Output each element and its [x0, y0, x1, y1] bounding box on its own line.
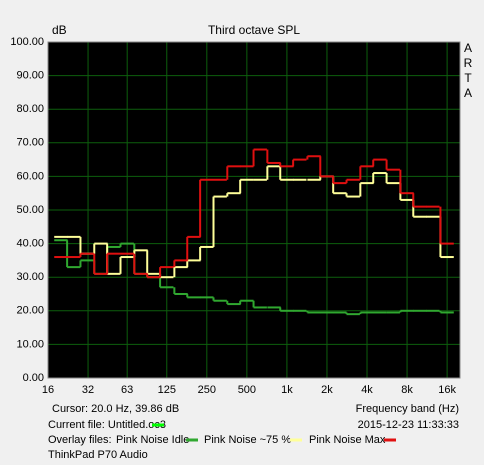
- brand-letter: A: [464, 41, 472, 55]
- y-tick-label: 10.00: [16, 338, 44, 350]
- plot-border: [47, 41, 461, 379]
- x-tick-label: 63: [121, 384, 133, 396]
- y-tick-label: 30.00: [16, 271, 44, 283]
- x-tick-label: 250: [198, 384, 216, 396]
- x-tick-label: 125: [158, 384, 176, 396]
- y-axis-label: dB: [52, 23, 67, 37]
- y-tick-label: 70.00: [16, 137, 44, 149]
- x-tick-label: 4k: [361, 384, 373, 396]
- brand-letter: A: [464, 86, 472, 100]
- cursor-readout: Cursor: 20.0 Hz, 39.86 dB: [52, 403, 179, 415]
- y-tick-label: 20.00: [16, 305, 44, 317]
- x-tick-label: 2k: [321, 384, 333, 396]
- x-tick-label: 500: [238, 384, 256, 396]
- y-tick-label: 50.00: [16, 204, 44, 216]
- chart-title: Third octave SPL: [208, 23, 300, 37]
- current-file: Current file: Untitled.oc3: [48, 419, 166, 431]
- y-tick-label: 40.00: [16, 238, 44, 250]
- x-tick-label: 1k: [281, 384, 293, 396]
- legend-label: Pink Noise Max: [309, 434, 386, 446]
- x-tick-label: 16: [42, 384, 54, 396]
- brand-letter: R: [464, 56, 473, 70]
- y-tick-label: 60.00: [16, 170, 44, 182]
- legend-label: Pink Noise Idle: [116, 434, 189, 446]
- timestamp: 2015-12-23 11:33:33: [358, 419, 459, 431]
- device-name: ThinkPad P70 Audio: [48, 449, 148, 461]
- legend-label: Pink Noise ~75 %: [204, 434, 291, 446]
- overlay-label: Overlay files:: [48, 434, 112, 446]
- x-axis-label: Frequency band (Hz): [356, 403, 459, 415]
- x-tick-label: 8k: [401, 384, 413, 396]
- brand-letter: T: [464, 71, 472, 85]
- y-tick-label: 100.00: [10, 36, 44, 48]
- y-tick-label: 90.00: [16, 70, 44, 82]
- x-tick-label: 32: [82, 384, 94, 396]
- x-tick-label: 16k: [438, 384, 456, 396]
- y-tick-label: 80.00: [16, 103, 44, 115]
- y-tick-label: 0.00: [23, 372, 44, 384]
